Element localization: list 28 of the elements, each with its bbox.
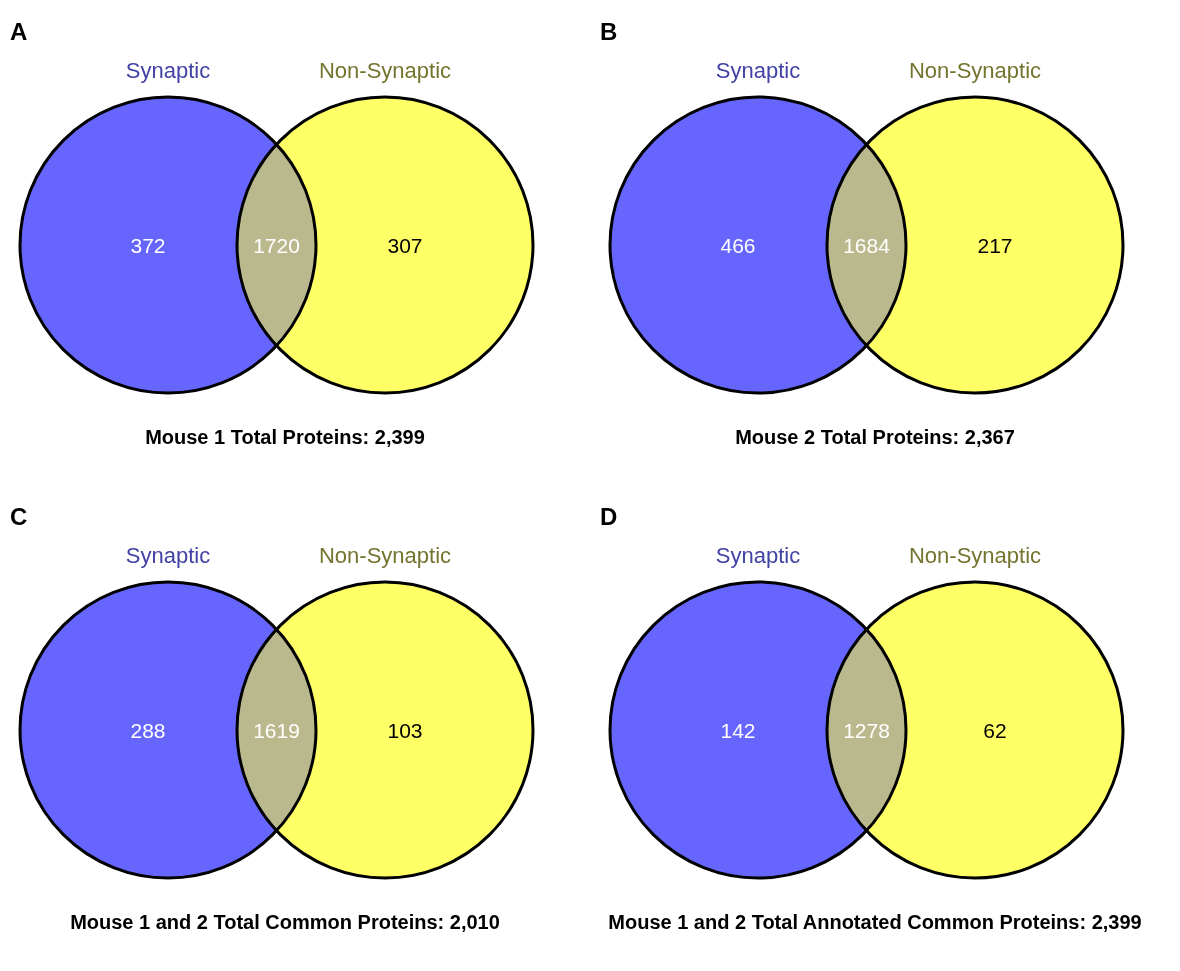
data-label: 1619 <box>253 719 300 742</box>
data-label: 103 <box>387 719 423 742</box>
data-label: 288 <box>130 719 166 742</box>
data-label: 466 <box>720 234 756 257</box>
data-label: 1684 <box>843 234 891 257</box>
data-label: 1278 <box>843 719 890 742</box>
category-label: Non-Synaptic <box>908 58 1042 83</box>
text: D <box>600 503 618 530</box>
category-label: Synaptic <box>125 58 211 83</box>
data-label: 142 <box>720 719 756 742</box>
category-label: Synaptic <box>715 543 801 568</box>
text: Mouse 2 Total Proteins: 2,367 <box>735 426 1015 448</box>
category-label: Non-Synaptic <box>318 543 452 568</box>
text: Mouse 1 and 2 Total Common Proteins: 2,010 <box>70 911 500 933</box>
text: Mouse 1 Total Proteins: 2,399 <box>145 426 425 448</box>
text: Mouse 1 and 2 Total Annotated Common Proteins: 2,399 <box>608 911 1142 933</box>
data-label: 62 <box>983 719 1007 742</box>
data-label: 372 <box>130 234 166 257</box>
category-label: Non-Synaptic <box>318 58 452 83</box>
data-label: 307 <box>387 234 423 257</box>
category-label: Synaptic <box>125 543 211 568</box>
data-label: 1720 <box>253 234 300 257</box>
text: C <box>10 503 28 530</box>
text: A <box>10 18 28 45</box>
data-label: 217 <box>977 234 1013 257</box>
category-label: Non-Synaptic <box>908 543 1042 568</box>
text: B <box>600 18 618 45</box>
category-label: Synaptic <box>715 58 801 83</box>
